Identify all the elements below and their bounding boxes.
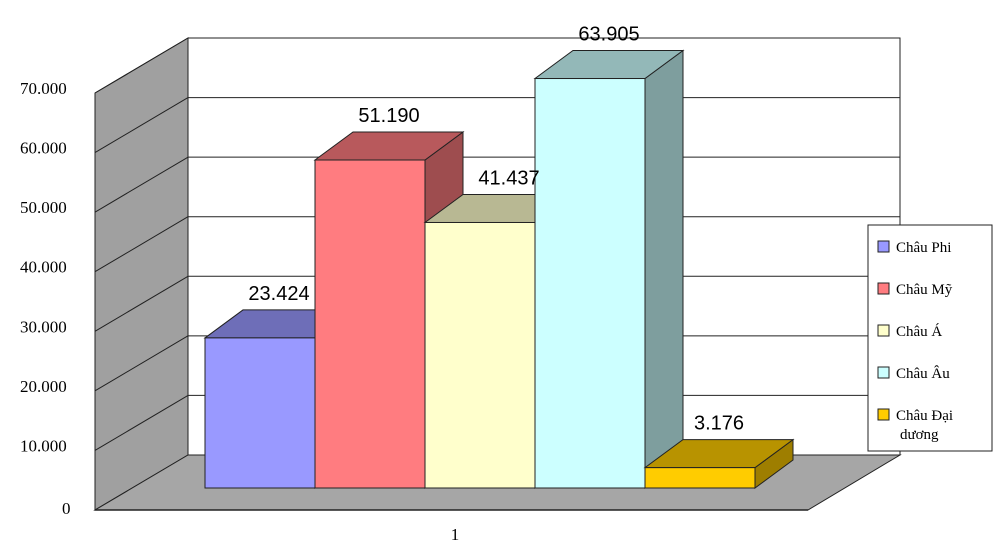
x-tick-label: 1	[451, 525, 460, 544]
legend-swatch	[877, 366, 890, 379]
bar-front	[204, 337, 316, 489]
side-wall	[94, 37, 189, 511]
legend-label: Châu Mỹ	[896, 282, 953, 298]
legend-item: Châu Phi	[877, 240, 951, 256]
bar-front	[424, 221, 536, 489]
legend-swatch	[877, 282, 890, 295]
legend-swatch	[877, 240, 890, 253]
data-labels: 23.424 51.190 41.437 63.905 3.176	[248, 24, 744, 435]
gridline-side	[94, 275, 189, 332]
data-label: 41.437	[478, 167, 539, 189]
gridline-side	[94, 97, 189, 154]
bar-front	[534, 78, 646, 489]
legend: Châu Phi Châu Mỹ Châu Á Châu Âu Châu Đại dươn…	[867, 224, 993, 452]
bars	[203, 49, 795, 489]
bar-front	[314, 159, 426, 489]
legend-item: Châu Âu	[877, 365, 950, 382]
legend-item: Châu Á	[877, 323, 942, 340]
legend-label: Châu Á	[896, 323, 942, 340]
y-tick-label: 40.000	[20, 258, 67, 277]
x-axis: 1	[451, 525, 460, 544]
y-tick-label: 10.000	[20, 436, 67, 455]
legend-label: Châu Đại	[896, 408, 953, 424]
y-tick-label: 20.000	[20, 377, 67, 396]
gridline-side	[94, 394, 189, 451]
legend-label: dương	[900, 427, 939, 443]
bar-side	[644, 49, 684, 489]
data-label: 3.176	[694, 413, 744, 435]
legend-swatch	[877, 324, 890, 337]
legend-item: Châu Mỹ	[877, 282, 953, 298]
gridline-side	[94, 37, 189, 94]
data-label: 23.424	[248, 283, 309, 305]
legend-item: Châu Đại dương	[877, 408, 953, 443]
data-label: 51.190	[358, 105, 419, 127]
y-tick-label: 70.000	[20, 79, 67, 98]
gridline-side	[94, 216, 189, 273]
gridline-side	[94, 156, 189, 213]
y-tick-label: 30.000	[20, 317, 67, 336]
y-tick-label: 60.000	[20, 139, 67, 158]
y-axis-ticks: 0 10.000 20.000 30.000 40.000 50.000 60.000 70.…	[20, 79, 71, 518]
bar-châu-âu	[533, 49, 685, 489]
gridline-side	[94, 335, 189, 392]
data-label: 63.905	[578, 24, 639, 46]
legend-label: Châu Âu	[896, 365, 950, 382]
y-tick-label: 50.000	[20, 198, 67, 217]
legend-label: Châu Phi	[896, 240, 951, 256]
bar-châu-đại-dương	[643, 438, 795, 489]
bar-front	[644, 467, 756, 489]
legend-swatch	[877, 408, 890, 421]
y-tick-label: 0	[62, 499, 71, 518]
